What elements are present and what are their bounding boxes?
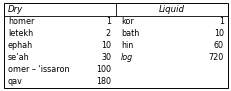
Text: bath: bath (121, 29, 139, 38)
Text: 1: 1 (218, 17, 223, 26)
Text: 720: 720 (208, 54, 223, 63)
Text: 180: 180 (96, 78, 110, 87)
Text: log: log (121, 54, 133, 63)
Text: qav: qav (8, 78, 23, 87)
Text: kor: kor (121, 17, 133, 26)
Text: 10: 10 (100, 41, 110, 51)
Text: 100: 100 (96, 66, 110, 75)
Text: hin: hin (121, 41, 133, 51)
Text: 10: 10 (213, 29, 223, 38)
Text: Liquid: Liquid (158, 5, 184, 14)
Text: se’ah: se’ah (8, 54, 30, 63)
Text: 2: 2 (105, 29, 110, 38)
Text: 30: 30 (100, 54, 110, 63)
Text: ephah: ephah (8, 41, 33, 51)
Text: 1: 1 (106, 17, 110, 26)
Text: omer – ‘issaron: omer – ‘issaron (8, 66, 69, 75)
Text: homer: homer (8, 17, 34, 26)
Text: Dry: Dry (8, 5, 23, 14)
Text: letekh: letekh (8, 29, 33, 38)
Text: 60: 60 (213, 41, 223, 51)
